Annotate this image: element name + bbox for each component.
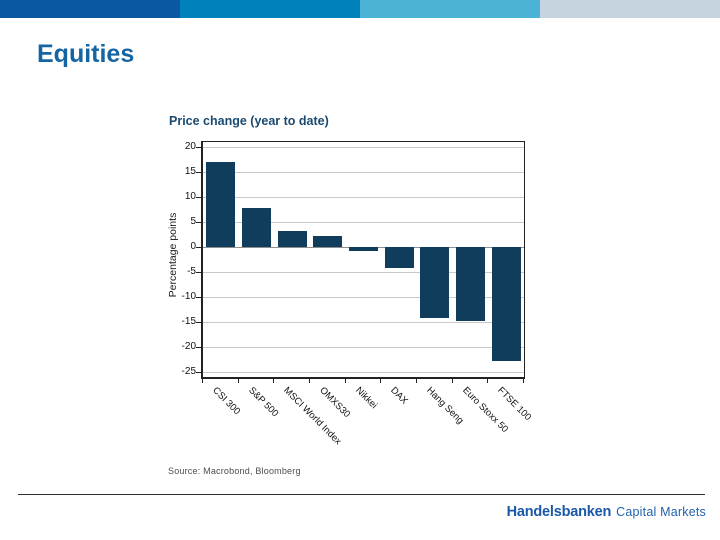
header-bar-segment-1: [0, 0, 180, 18]
gridline: [203, 272, 524, 273]
y-tick-label: -25: [181, 366, 196, 377]
plot-area: [201, 141, 525, 379]
gridline: [203, 297, 524, 298]
gridline: [203, 222, 524, 223]
slide-title: Equities: [37, 40, 135, 68]
bar-s-p-500: [242, 208, 271, 247]
brand-logo: Handelsbanken Capital Markets: [507, 504, 706, 520]
header-bar-segment-4: [540, 0, 720, 18]
brand-suffix: Capital Markets: [616, 505, 706, 519]
x-tick-mark: [273, 379, 274, 383]
bar-hang-seng: [420, 247, 449, 318]
header-color-bar: [0, 0, 720, 18]
brand-name: Handelsbanken: [506, 504, 612, 520]
bar-dax: [385, 247, 414, 268]
header-bar-segment-3: [360, 0, 540, 18]
source-note: Source: Macrobond, Bloomberg: [168, 466, 301, 476]
x-tick-mark: [309, 379, 310, 383]
gridline: [203, 372, 524, 373]
x-category-label: MSCI World Index: [281, 385, 344, 448]
x-tick-mark: [416, 379, 417, 383]
x-category-label: Nikkei: [353, 385, 380, 412]
x-tick-mark: [380, 379, 381, 383]
footer-divider: [18, 494, 705, 495]
bar-msci-world-index: [278, 231, 307, 247]
bar-csi-300: [206, 162, 235, 247]
header-bar-segment-2: [180, 0, 360, 18]
gridline: [203, 147, 524, 148]
x-category-label: S&P 500: [246, 385, 281, 420]
gridline: [203, 172, 524, 173]
gridline: [203, 197, 524, 198]
y-tick-label: -15: [181, 316, 196, 327]
gridline: [203, 347, 524, 348]
x-category-label: FTSE 100: [495, 385, 534, 424]
x-tick-mark: [345, 379, 346, 383]
bar-omxs30: [313, 236, 342, 247]
x-tick-mark: [452, 379, 453, 383]
x-tick-mark: [238, 379, 239, 383]
x-category-label: Euro Stoxx 50: [460, 385, 511, 435]
x-category-label: Hang Seng: [424, 385, 466, 427]
y-tick-label: 15: [184, 166, 196, 177]
bar-ftse-100: [492, 247, 521, 361]
bar-nikkei: [349, 247, 378, 251]
x-category-label: DAX: [388, 385, 410, 407]
x-tick-mark: [487, 379, 488, 383]
y-tick-label: -20: [181, 341, 196, 352]
y-axis-title-text: Percentage points: [167, 212, 179, 298]
gridline: [203, 322, 524, 323]
x-tick-mark: [523, 379, 524, 383]
x-tick-mark: [202, 379, 203, 383]
x-category-label: CSI 300: [210, 385, 243, 418]
y-tick-label: 10: [184, 191, 196, 202]
x-category-label: OMXS30: [317, 385, 353, 421]
y-tick-label: 20: [184, 141, 196, 152]
bar-euro-stoxx-50: [456, 247, 485, 321]
chart-title: Price change (year to date): [169, 114, 329, 128]
